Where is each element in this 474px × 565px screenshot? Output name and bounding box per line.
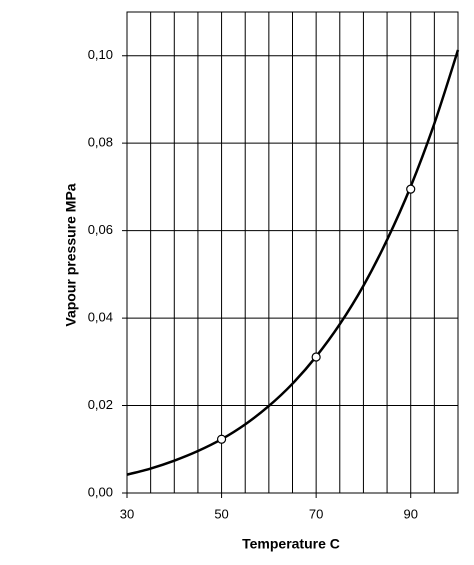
x-tick-label: 50: [214, 506, 228, 521]
data-point: [406, 184, 416, 194]
x-tick-label: 30: [120, 506, 134, 521]
y-tick-label: 0,00: [88, 484, 113, 499]
data-point: [216, 434, 227, 444]
y-axis-label: Vapour pressure MPa: [63, 183, 79, 326]
y-tick-label: 0,06: [88, 222, 113, 237]
plot-frame: [126, 11, 459, 494]
y-tick-label: 0,04: [88, 310, 113, 325]
y-tick-label: 0,08: [88, 135, 113, 150]
data-point: [311, 352, 321, 362]
x-tick-label: 90: [403, 506, 417, 521]
y-tick-label: 0,10: [88, 47, 113, 62]
x-axis-label: Temperature C: [242, 536, 340, 552]
y-tick-label: 0,02: [88, 397, 113, 412]
x-tick-label: 70: [309, 506, 323, 521]
